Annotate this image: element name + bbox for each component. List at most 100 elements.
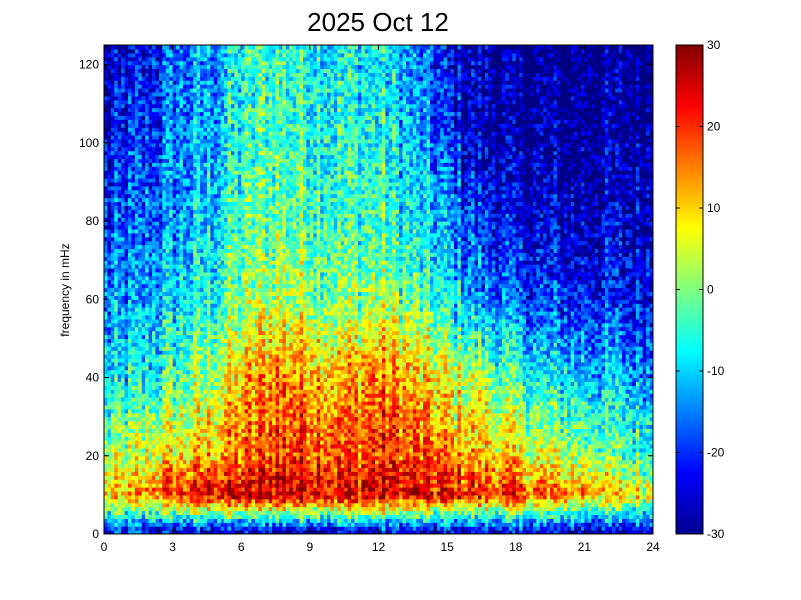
heat-cell <box>145 49 149 54</box>
heat-cell <box>145 428 149 433</box>
heat-cell <box>159 45 163 50</box>
heat-cell <box>104 471 108 476</box>
heat-cell <box>204 190 208 195</box>
heat-cell <box>111 374 115 379</box>
heat-cell <box>104 268 108 273</box>
heat-cell <box>228 315 232 320</box>
heat-cell <box>190 119 194 124</box>
heat-cell <box>131 401 135 406</box>
heat-cell <box>111 378 115 383</box>
heat-cell <box>234 49 238 54</box>
heat-cell <box>234 499 238 504</box>
heat-cell <box>207 479 211 484</box>
heat-cell <box>121 45 125 50</box>
heat-cell <box>135 76 139 81</box>
heat-cell <box>125 483 129 488</box>
heat-cell <box>234 162 238 167</box>
heat-cell <box>142 186 146 191</box>
heat-cell <box>114 162 118 167</box>
heat-cell <box>221 88 225 93</box>
heat-cell <box>142 409 146 414</box>
heat-cell <box>159 139 163 144</box>
heat-cell <box>142 327 146 332</box>
heat-cell <box>135 174 139 179</box>
heat-cell <box>128 518 132 523</box>
heat-cell <box>142 174 146 179</box>
heat-cell <box>138 499 142 504</box>
heat-cell <box>155 272 159 277</box>
heat-cell <box>145 460 149 465</box>
heat-cell <box>238 221 242 226</box>
heat-cell <box>207 108 211 113</box>
heat-cell <box>114 248 118 253</box>
heat-cell <box>107 112 111 117</box>
heat-cell <box>107 96 111 101</box>
heat-cell <box>118 432 122 437</box>
heat-cell <box>166 112 170 117</box>
heat-cell <box>207 135 211 140</box>
heat-cell <box>190 487 194 492</box>
heat-cell <box>197 393 201 398</box>
heat-cell <box>125 100 129 105</box>
heat-cell <box>197 323 201 328</box>
heat-cell <box>190 88 194 93</box>
heat-cell <box>152 96 156 101</box>
heat-cell <box>145 108 149 113</box>
heat-cell <box>142 280 146 285</box>
heat-cell <box>200 421 204 426</box>
heat-cell <box>149 170 153 175</box>
heat-cell <box>128 53 132 58</box>
heat-cell <box>231 291 235 296</box>
heat-cell <box>104 405 108 410</box>
heat-cell <box>217 303 221 308</box>
heat-cell <box>125 112 129 117</box>
heat-cell <box>186 389 190 394</box>
heat-cell <box>214 68 218 73</box>
heat-cell <box>121 436 125 441</box>
heat-cell <box>217 158 221 163</box>
heat-cell <box>183 288 187 293</box>
heat-cell <box>114 190 118 195</box>
heat-cell <box>118 127 122 132</box>
heat-cell <box>190 49 194 54</box>
heat-cell <box>152 303 156 308</box>
heat-cell <box>238 217 242 222</box>
heat-cell <box>210 217 214 222</box>
heat-cell <box>169 452 173 457</box>
heat-cell <box>238 350 242 355</box>
heat-cell <box>135 479 139 484</box>
heat-cell <box>162 217 166 222</box>
heat-cell <box>162 88 166 93</box>
heat-cell <box>176 190 180 195</box>
heat-cell <box>121 424 125 429</box>
heat-cell <box>155 49 159 54</box>
heat-cell <box>155 288 159 293</box>
heat-cell <box>179 291 183 296</box>
heat-cell <box>159 217 163 222</box>
heat-cell <box>118 92 122 97</box>
heat-cell <box>125 323 129 328</box>
heat-cell <box>166 307 170 312</box>
heat-cell <box>149 397 153 402</box>
heat-cell <box>104 194 108 199</box>
heat-cell <box>214 57 218 62</box>
heat-cell <box>107 68 111 73</box>
heat-cell <box>121 503 125 508</box>
heat-cell <box>169 479 173 484</box>
heat-cell <box>114 495 118 500</box>
heat-cell <box>217 366 221 371</box>
heat-cell <box>114 385 118 390</box>
heat-cell <box>214 245 218 250</box>
heat-cell <box>114 76 118 81</box>
heat-cell <box>118 147 122 152</box>
heat-cell <box>228 186 232 191</box>
heat-cell <box>155 495 159 500</box>
heat-cell <box>214 280 218 285</box>
heat-cell <box>104 49 108 54</box>
heat-cell <box>234 68 238 73</box>
heat-cell <box>121 248 125 253</box>
heat-cell <box>128 245 132 250</box>
heat-cell <box>179 436 183 441</box>
heat-cell <box>224 221 228 226</box>
heat-cell <box>142 151 146 156</box>
